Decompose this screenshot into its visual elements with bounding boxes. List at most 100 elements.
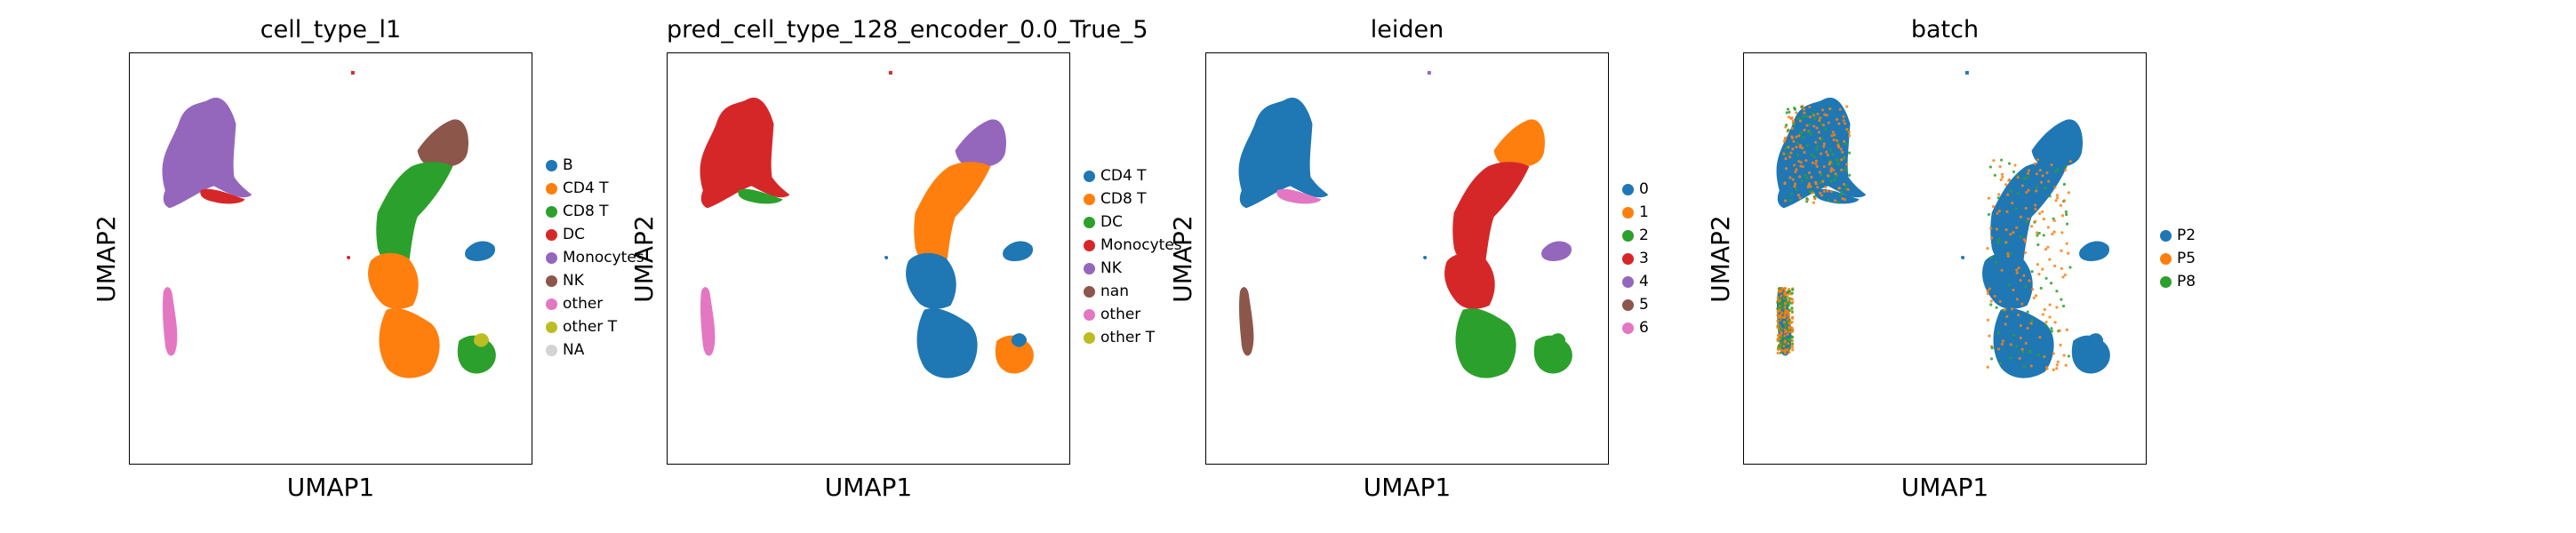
cell-point xyxy=(2036,231,2039,235)
cell-point xyxy=(1987,196,1991,200)
cell-point xyxy=(1996,211,1999,215)
cell-point xyxy=(2065,328,2068,331)
cell-point xyxy=(1780,303,1784,306)
cell-point xyxy=(1778,344,1781,347)
cell-point xyxy=(2061,275,2065,279)
cell-point xyxy=(1823,113,1827,116)
cell-point xyxy=(1792,123,1796,126)
y-axis-label: UMAP2 xyxy=(628,215,659,303)
cell-point xyxy=(1999,362,2003,365)
cell-point xyxy=(1790,329,1795,333)
cell-point xyxy=(1846,187,1850,191)
legend-item: other T xyxy=(1084,326,1182,349)
legend-label: P2 xyxy=(2177,227,2196,244)
cell-point xyxy=(1782,287,1787,290)
cell-point xyxy=(1845,163,1849,166)
legend-label: Monocytes xyxy=(1100,236,1182,254)
legend-label: other T xyxy=(1100,329,1156,346)
cell-point xyxy=(2012,288,2015,292)
umap-panel-cell-type: cell_type_l1 UMAP2 UMAP1 B CD4 T CD8 T DC Mo… xyxy=(0,0,644,533)
y-axis-label: UMAP2 xyxy=(1167,215,1197,303)
cell-point xyxy=(2039,286,2043,290)
legend-item: 2 xyxy=(1622,224,1649,247)
cell-point xyxy=(1995,260,1998,264)
cell-point xyxy=(1779,327,1782,331)
cell-point xyxy=(2067,251,2070,255)
cell-point xyxy=(2000,268,2004,272)
cell-point xyxy=(1788,326,1791,330)
legend-label: DC xyxy=(1100,213,1123,231)
cell-point xyxy=(1842,119,1845,123)
cell-point xyxy=(2014,207,2019,211)
cell-point xyxy=(1798,196,1802,200)
cell-point xyxy=(1808,123,1812,126)
cell-point xyxy=(1783,330,1787,334)
plot-area xyxy=(129,52,532,465)
legend-item: 3 xyxy=(1622,247,1649,270)
cell-point xyxy=(1988,287,1991,290)
cluster-brown xyxy=(1493,119,1546,167)
legend-item: DC xyxy=(546,223,644,246)
cell-point xyxy=(1783,312,1787,315)
cell-point xyxy=(2055,363,2059,367)
cell-point xyxy=(1786,304,1789,307)
cell-point xyxy=(2000,342,2004,346)
cell-point xyxy=(1831,153,1835,156)
cell-point xyxy=(1782,315,1786,320)
cell-point xyxy=(2000,172,2004,176)
legend-marker xyxy=(1084,285,1095,298)
cell-point xyxy=(1782,291,1787,296)
cell-point xyxy=(1797,160,1801,163)
cell-point xyxy=(1793,163,1796,167)
cell-point xyxy=(1778,306,1781,309)
legend-marker xyxy=(1622,183,1634,195)
cluster-rblob xyxy=(995,335,1034,374)
cell-point xyxy=(1783,306,1787,309)
legend-item: CD8 T xyxy=(546,200,644,223)
cell-point xyxy=(2035,172,2039,176)
umap-panel-batch: batch UMAP2 UMAP1 P2 P5 P8 xyxy=(1614,0,2196,533)
cell-point xyxy=(1784,167,1788,171)
cluster-wisp xyxy=(1549,333,1566,347)
cell-point xyxy=(2043,354,2046,359)
cell-point xyxy=(2018,356,2021,361)
cell-point xyxy=(2060,231,2064,235)
cell-point xyxy=(1836,139,1839,142)
cluster-mono xyxy=(1238,97,1329,209)
cell-point xyxy=(2052,368,2055,371)
cell-point xyxy=(1798,175,1802,179)
cell-point xyxy=(1829,189,1833,194)
cell-point xyxy=(1783,181,1787,186)
x-axis-label: UMAP1 xyxy=(286,473,375,502)
legend-marker xyxy=(1622,322,1634,334)
cell-point xyxy=(1787,313,1790,317)
cell-point xyxy=(2015,271,2019,274)
cell-point xyxy=(1809,132,1813,136)
chart-title: leiden xyxy=(1370,16,1444,44)
cell-point xyxy=(1995,227,1999,231)
cell-point xyxy=(2036,158,2040,162)
cell-point xyxy=(1814,159,1819,163)
cell-point xyxy=(1812,201,1815,204)
cell-point xyxy=(1791,178,1795,181)
legend-item: CD8 T xyxy=(1084,187,1182,211)
cell-point xyxy=(1787,299,1790,303)
cell-point xyxy=(2052,230,2056,234)
cell-point xyxy=(1822,142,1826,146)
cell-point xyxy=(2062,199,2066,203)
cluster-tail xyxy=(700,287,716,356)
cell-point xyxy=(1840,190,1844,195)
cell-point xyxy=(2036,234,2039,237)
cell-point xyxy=(2043,307,2046,312)
cell-point xyxy=(1791,348,1795,352)
cell-point xyxy=(2048,195,2052,198)
cell-point xyxy=(1790,336,1795,339)
cell-point xyxy=(1790,298,1794,301)
cell-point xyxy=(2009,343,2012,346)
cell-point xyxy=(1795,168,1798,171)
cell-point xyxy=(1828,161,1832,164)
cell-point xyxy=(1779,351,1782,354)
x-axis-label: UMAP1 xyxy=(1900,473,1989,502)
cell-point xyxy=(1787,115,1791,119)
cell-point xyxy=(2060,266,2064,270)
